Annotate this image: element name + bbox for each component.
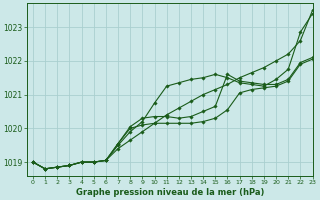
X-axis label: Graphe pression niveau de la mer (hPa): Graphe pression niveau de la mer (hPa) (76, 188, 264, 197)
